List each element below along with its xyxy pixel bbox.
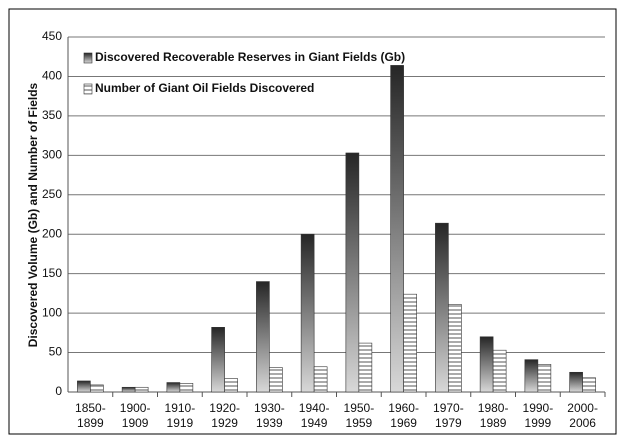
bar xyxy=(313,366,328,393)
bar xyxy=(479,336,494,393)
x-tick-label: 1920-1929 xyxy=(209,401,240,430)
y-tick-label: 200 xyxy=(42,226,62,240)
legend-swatch xyxy=(83,52,93,64)
legend-label: Discovered Recoverable Reserves in Giant… xyxy=(95,50,405,64)
bar xyxy=(358,342,373,393)
x-tick-label: 2000-2006 xyxy=(567,401,598,430)
y-tick-label: 300 xyxy=(42,148,62,162)
y-tick-label: 450 xyxy=(42,29,62,43)
y-axis-label: Discovered Volume (Gb) and Number of Fie… xyxy=(26,82,40,347)
bar xyxy=(269,367,283,393)
bar xyxy=(134,386,149,393)
bar xyxy=(300,233,315,393)
y-tick-label: 150 xyxy=(42,266,62,280)
y-tick-label: 0 xyxy=(55,384,62,398)
bar xyxy=(224,378,238,393)
x-tick-label: 1990-1999 xyxy=(523,401,554,430)
y-tick-label: 350 xyxy=(42,108,62,122)
x-tick-label: 1910-1919 xyxy=(165,401,196,430)
bar xyxy=(211,327,225,393)
legend-swatch xyxy=(83,83,93,95)
legend-label: Number of Giant Oil Fields Discovered xyxy=(95,81,314,95)
bar xyxy=(448,304,462,393)
bar xyxy=(435,222,449,393)
bar xyxy=(492,349,507,393)
bar xyxy=(403,293,417,393)
y-tick-label: 250 xyxy=(42,187,62,201)
frame xyxy=(8,8,617,435)
bar xyxy=(345,152,360,393)
x-tick-label: 1950-1959 xyxy=(344,401,375,430)
bar xyxy=(390,65,404,393)
bar xyxy=(524,359,539,393)
bar xyxy=(121,386,136,393)
x-tick-label: 1930-1939 xyxy=(254,401,285,430)
x-tick-label: 1940-1949 xyxy=(299,401,330,430)
bar xyxy=(582,377,596,393)
bar xyxy=(537,364,552,393)
x-tick-label: 1970-1979 xyxy=(433,401,464,430)
bar xyxy=(256,281,270,393)
x-tick-label: 1960-1969 xyxy=(388,401,419,430)
x-tick-label: 1850-1899 xyxy=(75,401,106,430)
bar xyxy=(166,382,181,393)
bar xyxy=(179,383,194,393)
x-tick-label: 1900-1909 xyxy=(120,401,151,430)
y-tick-label: 100 xyxy=(42,305,62,319)
bar xyxy=(90,384,104,393)
bar xyxy=(77,380,91,393)
x-tick-label: 1980-1989 xyxy=(478,401,509,430)
bar xyxy=(569,371,583,393)
y-tick-label: 50 xyxy=(49,345,63,359)
y-tick-label: 400 xyxy=(42,69,62,83)
